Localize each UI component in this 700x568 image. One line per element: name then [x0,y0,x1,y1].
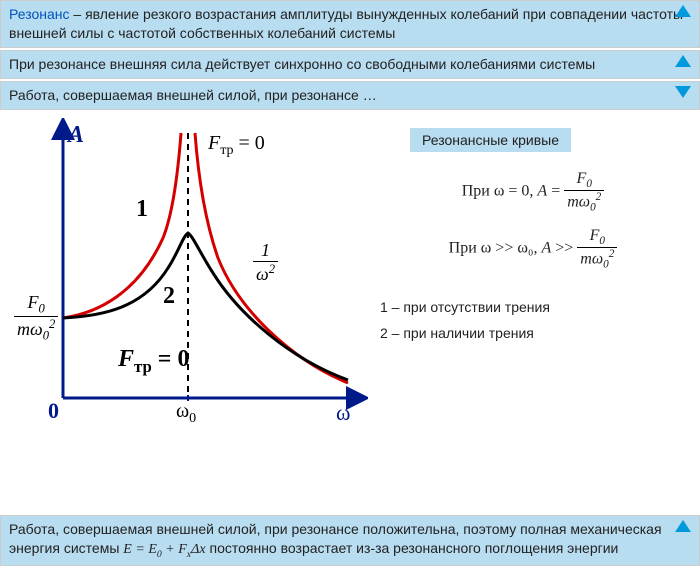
definition-panel-1: Резонанс – явление резкого возрастания а… [0,0,700,48]
x-tick-label: ω0 [176,400,196,427]
origin-label: 0 [48,398,59,424]
main-content: A ω 0 ω0 1 2 Fтр = 0 1ω2 Fтр = 0 F0mω02 … [0,112,700,428]
definition-panel-2: При резонансе внешняя сила действует син… [0,50,700,79]
resonance-chart: A ω 0 ω0 1 2 Fтр = 0 1ω2 Fтр = 0 F0mω02 [8,118,368,428]
x-axis-label: ω [336,400,350,426]
legend-1: 1 – при отсутствии трения [380,299,686,315]
formula-at-zero: При ω = 0, A = F0mω02 [380,170,686,214]
term-resonance: Резонанс [9,6,70,22]
curve-2-label: 2 [163,283,175,310]
friction-nonzero-label: Fтр = 0 [118,346,189,377]
y-axis-label: A [68,122,84,149]
bottom-text-b: постоянно возрастает из-за резонансного … [206,540,619,556]
bottom-formula: E = E0 + FxΔx [123,542,205,557]
curves-title: Резонансные кривые [410,128,571,152]
info-column: Резонансные кривые При ω = 0, A = F0mω02… [368,118,692,428]
panel-3-text: Работа, совершаемая внешней силой, при р… [9,87,377,103]
panel-1-text: – явление резкого возрастания амплитуды … [9,6,683,41]
one-over-omega-sq: 1ω2 [253,240,278,285]
collapse-icon[interactable] [675,5,691,17]
legend-2: 2 – при наличии трения [380,325,686,341]
panel-2-text: При резонансе внешняя сила действует син… [9,56,595,72]
chart-svg [8,118,368,428]
bottom-panel: Работа, совершаемая внешней силой, при р… [0,515,700,566]
formula-large-omega: При ω >> ω₀, A >> F0mω02 [380,227,686,271]
y-axis-fraction: F0mω02 [14,292,58,344]
curve-1-label: 1 [136,196,148,223]
friction-zero-label: Fтр = 0 [208,132,265,159]
expand-icon[interactable] [675,86,691,98]
collapse-icon[interactable] [675,520,691,532]
collapse-icon[interactable] [675,55,691,67]
definition-panel-3: Работа, совершаемая внешней силой, при р… [0,81,700,110]
